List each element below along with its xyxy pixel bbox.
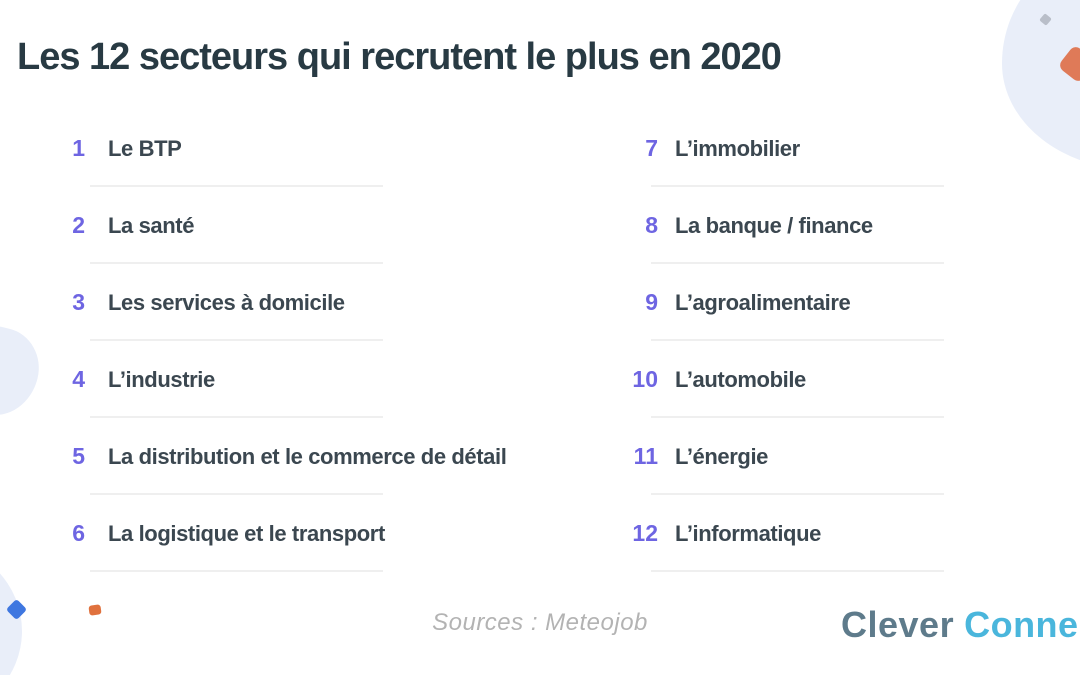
list-item: 10 L’automobile <box>603 341 1073 418</box>
list-item: 7 L’immobilier <box>603 110 1073 187</box>
sector-list-left: 1 Le BTP 2 La santé 3 Les services à dom… <box>62 110 567 572</box>
list-item: 12 L’informatique <box>603 495 1073 572</box>
list-item: 8 La banque / finance <box>603 187 1073 264</box>
item-rank: 3 <box>72 289 85 315</box>
divider <box>90 493 383 495</box>
item-label: L’industrie <box>108 366 215 392</box>
item-rank: 5 <box>72 443 85 469</box>
logo-clever: Clever <box>841 604 955 645</box>
list-item: 2 La santé <box>62 187 567 264</box>
list-item: 4 L’industrie <box>62 341 567 418</box>
item-rank: 6 <box>72 520 85 546</box>
item-rank: 12 <box>632 520 658 546</box>
item-rank: 8 <box>645 212 658 238</box>
list-item: 3 Les services à domicile <box>62 264 567 341</box>
item-label: La banque / finance <box>675 212 873 238</box>
divider <box>651 493 944 495</box>
divider <box>90 185 383 187</box>
item-label: L’agroalimentaire <box>675 289 851 315</box>
divider <box>651 570 944 572</box>
item-rank: 10 <box>632 366 658 392</box>
divider <box>651 185 944 187</box>
item-rank: 2 <box>72 212 85 238</box>
divider <box>651 416 944 418</box>
item-label: Le BTP <box>108 135 182 161</box>
item-label: L’automobile <box>675 366 806 392</box>
item-label: La distribution et le commerce de détail <box>108 443 507 469</box>
item-rank: 9 <box>645 289 658 315</box>
divider <box>651 262 944 264</box>
brand-logo: CleverConnect <box>841 604 1080 646</box>
divider <box>651 339 944 341</box>
item-rank: 7 <box>645 135 658 161</box>
item-label: L’immobilier <box>675 135 800 161</box>
divider <box>90 339 383 341</box>
page-title: Les 12 secteurs qui recrutent le plus en… <box>17 36 782 78</box>
item-label: La santé <box>108 212 195 238</box>
logo-connect: Connect <box>964 604 1080 645</box>
item-rank: 4 <box>72 366 85 392</box>
item-label: L’énergie <box>675 443 768 469</box>
divider <box>90 570 383 572</box>
source-note: Sources : Meteojob <box>432 609 648 636</box>
list-item: 1 Le BTP <box>62 110 567 187</box>
divider <box>90 262 383 264</box>
list-item: 11 L’énergie <box>603 418 1073 495</box>
item-label: L’informatique <box>675 520 821 546</box>
item-label: Les services à domicile <box>108 289 345 315</box>
blob-left-middle <box>0 320 48 424</box>
list-item: 6 La logistique et le transport <box>62 495 567 572</box>
divider <box>90 416 383 418</box>
item-rank: 1 <box>72 135 85 161</box>
item-label: La logistique et le transport <box>108 520 385 546</box>
list-item: 5 La distribution et le commerce de déta… <box>62 418 567 495</box>
list-item: 9 L’agroalimentaire <box>603 264 1073 341</box>
item-rank: 11 <box>633 443 658 469</box>
sector-list-right: 7 L’immobilier 8 La banque / finance 9 L… <box>603 110 1073 572</box>
